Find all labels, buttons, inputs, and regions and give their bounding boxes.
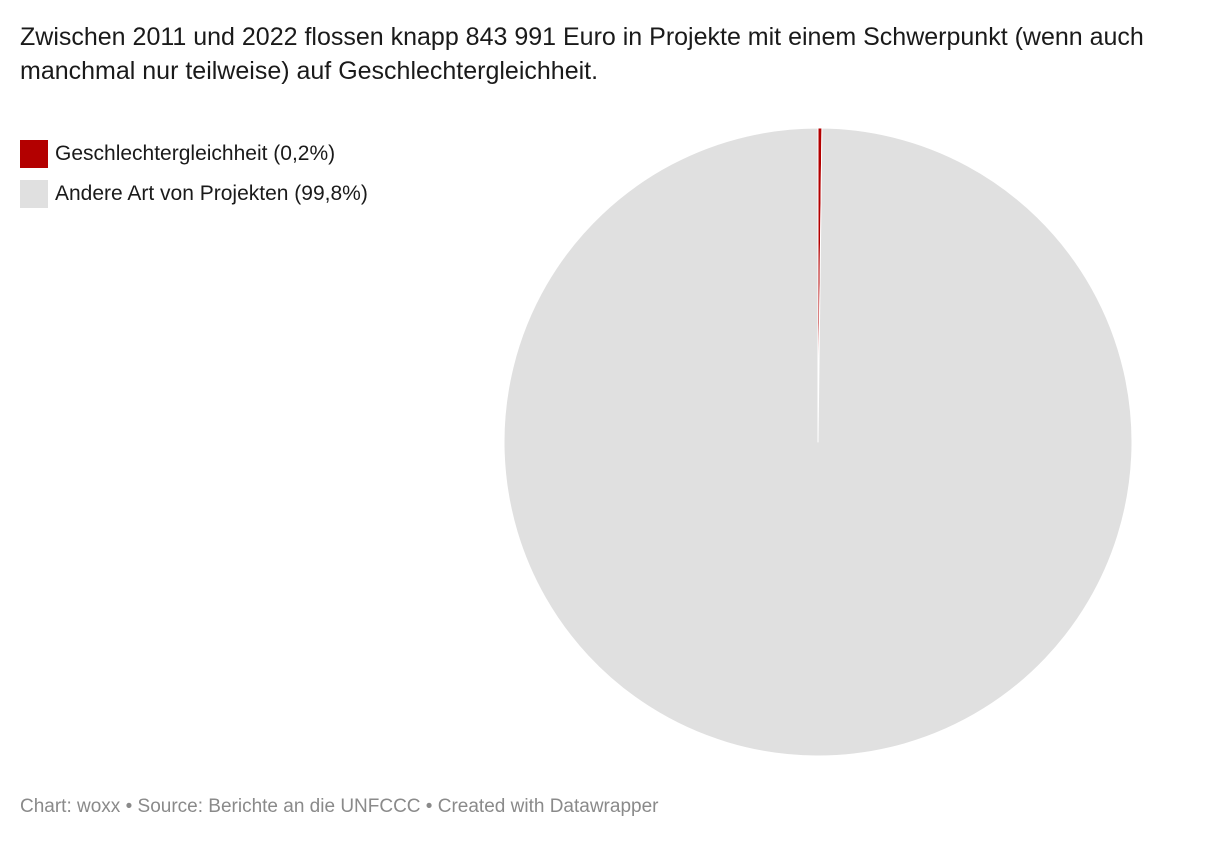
footer-created-with: Created with Datawrapper	[437, 796, 659, 817]
pie-slices	[503, 127, 1133, 757]
footer-chart-credit: Chart: woxx	[20, 796, 121, 817]
legend-item-andere-projekte: Andere Art von Projekten (99,8%)	[20, 180, 368, 208]
footer: Chart: woxx • Source: Berichte an die UN…	[20, 796, 658, 818]
footer-source: Source: Berichte an die UNFCCC	[137, 796, 421, 817]
legend-swatch-andere-projekte	[20, 180, 48, 208]
footer-separator: •	[420, 796, 438, 817]
legend: Geschlechtergleichheit (0,2%) Andere Art…	[20, 140, 368, 220]
pie-slice-andere-projekte	[503, 127, 1133, 757]
legend-swatch-geschlechtergleichheit	[20, 140, 48, 168]
legend-label-andere-projekte: Andere Art von Projekten (99,8%)	[55, 182, 368, 205]
legend-label-geschlechtergleichheit: Geschlechtergleichheit (0,2%)	[55, 142, 336, 165]
chart-title: Zwischen 2011 und 2022 flossen knapp 843…	[20, 23, 1144, 85]
footer-separator: •	[120, 796, 138, 817]
legend-item-geschlechtergleichheit: Geschlechtergleichheit (0,2%)	[20, 140, 368, 168]
